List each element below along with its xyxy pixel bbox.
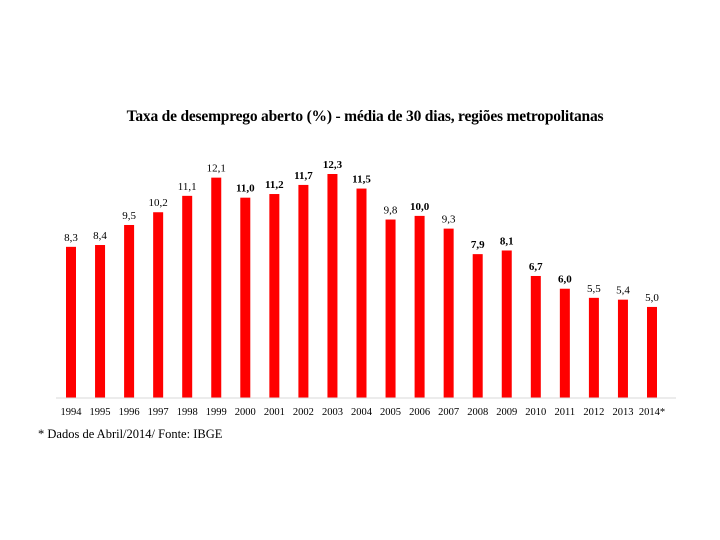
x-tick-label-1997: 1997 bbox=[148, 407, 169, 418]
bar-2006 bbox=[414, 215, 425, 398]
value-label-2009: 8,1 bbox=[500, 235, 514, 247]
value-label-2014: 5,0 bbox=[645, 292, 659, 304]
x-tick-label-2009: 2009 bbox=[496, 407, 517, 418]
value-label-2010: 6,7 bbox=[529, 261, 543, 273]
x-tick-label-2010: 2010 bbox=[525, 407, 546, 418]
tick-labels-layer: 1994 1995 1996 1997 1998 1999 2000 2001 2002 2003… bbox=[61, 407, 666, 418]
bar-1999 bbox=[211, 177, 222, 398]
x-tick-label-2013: 2013 bbox=[612, 407, 633, 418]
value-label-1995: 8,4 bbox=[93, 230, 107, 242]
x-tick-label-2007: 2007 bbox=[438, 407, 459, 418]
value-label-1994: 8,3 bbox=[64, 232, 78, 244]
x-tick-label-2005: 2005 bbox=[380, 407, 401, 418]
bar-1997 bbox=[153, 212, 164, 398]
bar-2000 bbox=[240, 197, 251, 398]
bars-layer bbox=[66, 174, 657, 398]
bar-2011 bbox=[559, 288, 570, 398]
value-label-2005: 9,8 bbox=[384, 205, 398, 217]
bar-2004 bbox=[356, 188, 367, 398]
bar-1995 bbox=[95, 245, 106, 398]
x-tick-label-2000: 2000 bbox=[235, 407, 256, 418]
value-label-1999: 12,1 bbox=[207, 163, 226, 175]
bar-2002 bbox=[298, 184, 309, 398]
value-label-2003: 12,3 bbox=[323, 159, 343, 171]
x-tick-label-1998: 1998 bbox=[177, 407, 198, 418]
bar-1996 bbox=[124, 224, 135, 398]
value-labels-layer: 8,3 8,4 9,5 10,2 11,1 12,1 11,0 11,2 11,7 12,3 11,… bbox=[64, 159, 659, 304]
x-tick-label-2014: 2014* bbox=[639, 407, 665, 418]
bar-2007 bbox=[443, 228, 454, 398]
x-tick-label-2003: 2003 bbox=[322, 407, 343, 418]
bar-2008 bbox=[472, 254, 483, 398]
value-label-2008: 7,9 bbox=[471, 239, 485, 251]
x-tick-label-1995: 1995 bbox=[90, 407, 111, 418]
x-tick-label-2002: 2002 bbox=[293, 407, 314, 418]
value-label-2011: 6,0 bbox=[558, 274, 572, 286]
value-label-2004: 11,5 bbox=[352, 174, 371, 186]
footnote: * Dados de Abril/2014/ Fonte: IBGE bbox=[38, 427, 223, 441]
value-label-2013: 5,4 bbox=[616, 285, 630, 297]
chart-title: Taxa de desemprego aberto (%) - média de… bbox=[126, 108, 604, 125]
bar-1994 bbox=[66, 246, 76, 398]
x-tick-label-2012: 2012 bbox=[583, 407, 604, 418]
value-label-2001: 11,2 bbox=[265, 179, 284, 191]
bar-2003 bbox=[327, 174, 338, 398]
value-label-2012: 5,5 bbox=[587, 283, 601, 295]
value-label-1998: 11,1 bbox=[178, 181, 197, 193]
x-tick-label-2008: 2008 bbox=[467, 407, 488, 418]
x-tick-label-2006: 2006 bbox=[409, 407, 430, 418]
x-tick-label-2011: 2011 bbox=[555, 407, 576, 418]
value-label-2000: 11,0 bbox=[236, 183, 255, 195]
x-tick-label-2004: 2004 bbox=[351, 407, 373, 418]
bar-1998 bbox=[182, 195, 193, 398]
value-label-2006: 10,0 bbox=[410, 201, 430, 213]
value-label-2002: 11,7 bbox=[294, 170, 313, 182]
x-tick-label-1999: 1999 bbox=[206, 407, 227, 418]
bar-2009 bbox=[501, 250, 512, 398]
bar-2005 bbox=[385, 219, 396, 398]
x-tick-label-1994: 1994 bbox=[61, 407, 83, 418]
value-label-1997: 10,2 bbox=[149, 197, 168, 209]
x-tick-label-1996: 1996 bbox=[119, 407, 140, 418]
bar-2013 bbox=[617, 299, 628, 398]
bar-2014 bbox=[647, 306, 657, 398]
value-label-1996: 9,5 bbox=[122, 210, 136, 222]
bar-2010 bbox=[530, 275, 541, 398]
value-label-2007: 9,3 bbox=[442, 214, 456, 226]
bar-2012 bbox=[588, 297, 599, 398]
bar-2001 bbox=[269, 194, 280, 398]
x-tick-label-2001: 2001 bbox=[264, 407, 285, 418]
